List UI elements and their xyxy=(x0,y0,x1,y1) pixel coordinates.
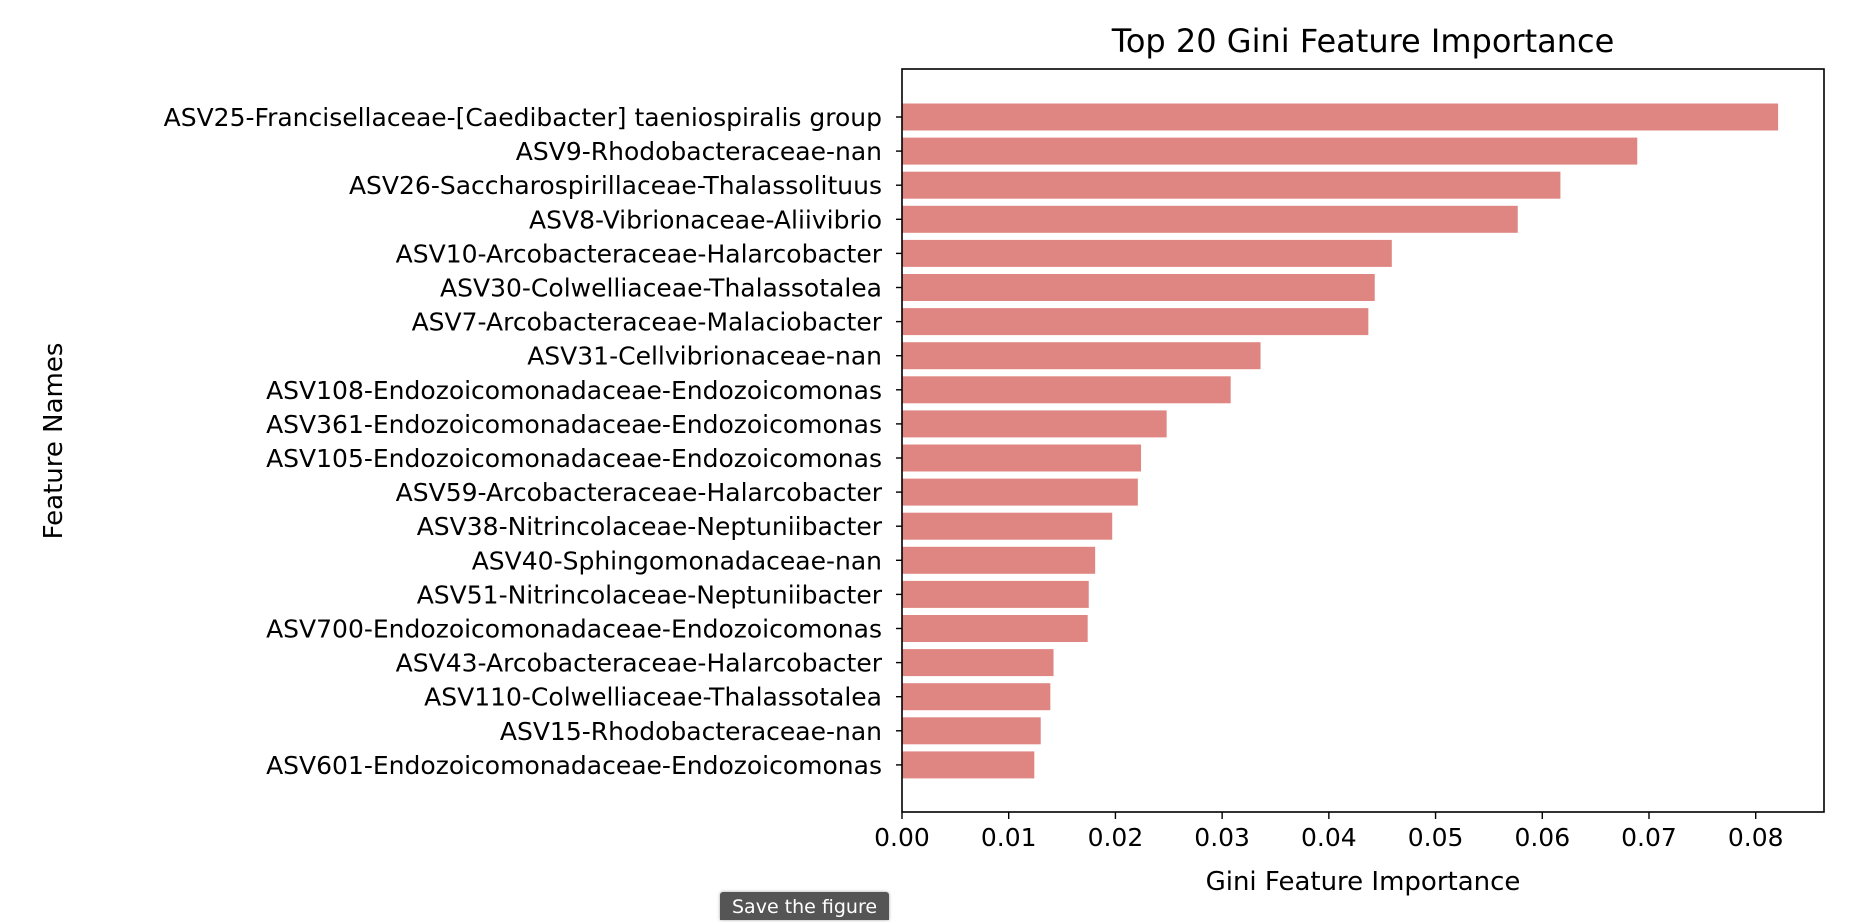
plot-frame xyxy=(901,68,1825,813)
y-axis-label: Feature Names xyxy=(39,343,69,540)
bar xyxy=(902,239,1392,267)
feature-label: ASV9-Rhodobacteraceae-nan xyxy=(516,137,882,166)
x-tick-label: 0.03 xyxy=(1194,823,1250,852)
x-tick-label: 0.01 xyxy=(981,823,1037,852)
bar xyxy=(902,615,1088,642)
x-tick-label: 0.04 xyxy=(1301,823,1357,852)
x-tick-label: 0.06 xyxy=(1514,823,1570,852)
feature-labels-group: ASV25-Francisellaceae-[Caedibacter] taen… xyxy=(164,103,902,780)
feature-label: ASV30-Colwelliaceae-Thalassotalea xyxy=(440,274,882,303)
bar xyxy=(902,546,1096,574)
feature-label: ASV51-Nitrincolaceae-Neptuniibacter xyxy=(417,580,883,609)
feature-label: ASV25-Francisellaceae-[Caedibacter] taen… xyxy=(164,103,882,132)
x-ticks-group: 0.00 0.01 0.02 0.03 0.04 0.05 0.06 0.07 0.08 xyxy=(874,812,1784,852)
bar xyxy=(902,171,1561,199)
x-axis-label: Gini Feature Importance xyxy=(1206,867,1521,897)
feature-label: ASV700-Endozoicomonadaceae-Endozoicomona… xyxy=(266,615,882,644)
bar xyxy=(902,410,1167,438)
bar xyxy=(902,274,1375,301)
bars-group xyxy=(902,103,1779,779)
bar xyxy=(902,342,1261,370)
feature-label: ASV105-Endozoicomonadaceae-Endozoicomona… xyxy=(266,444,882,473)
feature-label: ASV110-Colwelliaceae-Thalassotalea xyxy=(424,683,882,712)
feature-label: ASV108-Endozoicomonadaceae-Endozoicomona… xyxy=(266,376,882,405)
bar xyxy=(902,649,1054,677)
feature-label: ASV31-Cellvibrionaceae-nan xyxy=(527,342,882,371)
save-figure-tooltip: Save the figure xyxy=(720,892,890,920)
feature-label: ASV7-Arcobacteraceae-Malaciobacter xyxy=(412,308,883,337)
x-tick-label: 0.05 xyxy=(1408,823,1464,852)
bar xyxy=(902,444,1142,472)
feature-label: ASV59-Arcobacteraceae-Halarcobacter xyxy=(396,478,883,507)
x-tick-label: 0.02 xyxy=(1088,823,1144,852)
feature-label: ASV601-Endozoicomonadaceae-Endozoicomona… xyxy=(266,751,882,780)
feature-label: ASV361-Endozoicomonadaceae-Endozoicomona… xyxy=(266,410,882,439)
x-tick-label: 0.07 xyxy=(1621,823,1677,852)
feature-label: ASV38-Nitrincolaceae-Neptuniibacter xyxy=(417,512,883,541)
bar xyxy=(902,717,1041,745)
x-tick-label: 0.08 xyxy=(1728,823,1784,852)
bar xyxy=(902,512,1113,540)
bar xyxy=(902,580,1089,608)
bar xyxy=(902,308,1369,336)
bar xyxy=(902,478,1138,506)
feature-label: ASV43-Arcobacteraceae-Halarcobacter xyxy=(396,649,883,678)
feature-label: ASV26-Saccharospirillaceae-Thalassolituu… xyxy=(349,171,882,200)
chart-title: Top 20 Gini Feature Importance xyxy=(1111,22,1615,60)
bar xyxy=(902,683,1051,711)
x-tick-label: 0.00 xyxy=(874,823,930,852)
bar xyxy=(902,137,1638,165)
feature-label: ASV10-Arcobacteraceae-Halarcobacter xyxy=(396,239,883,268)
bar xyxy=(902,103,1779,131)
feature-label: ASV8-Vibrionaceae-Aliivibrio xyxy=(529,205,882,234)
bar xyxy=(902,751,1035,779)
bar xyxy=(902,205,1518,233)
feature-label: ASV15-Rhodobacteraceae-nan xyxy=(500,717,882,746)
feature-label: ASV40-Sphingomonadaceae-nan xyxy=(472,546,882,575)
bar xyxy=(902,376,1231,404)
